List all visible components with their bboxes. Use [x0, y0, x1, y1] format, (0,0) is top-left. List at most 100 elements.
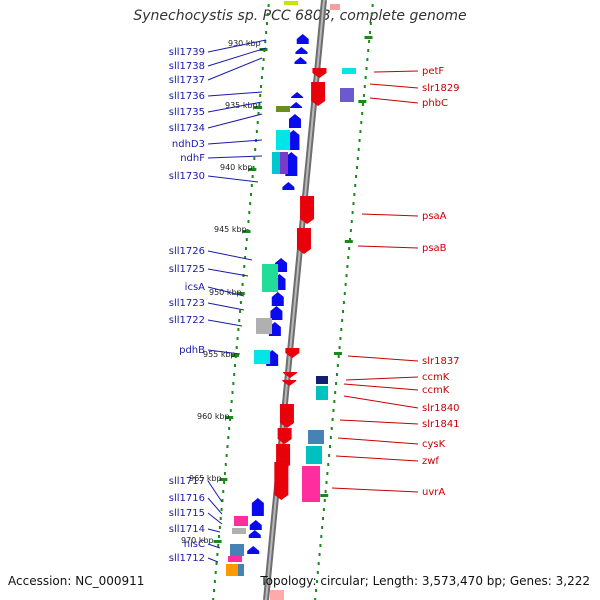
- gene-label-zwf[interactable]: zwf: [422, 456, 439, 467]
- tick-mark: [337, 355, 340, 358]
- gene-label-uvrA[interactable]: uvrA: [422, 487, 445, 498]
- label-leader-lines: [207, 39, 419, 563]
- gene-label-sll1716[interactable]: sll1716: [169, 493, 205, 504]
- gene-label-sll1714[interactable]: sll1714: [169, 524, 205, 535]
- gene-label-slr1837[interactable]: slr1837: [422, 356, 460, 367]
- tick-mark: [260, 76, 263, 79]
- gene-label-sll1735[interactable]: sll1735: [169, 107, 205, 118]
- gene-label-sll1738[interactable]: sll1738: [169, 61, 205, 72]
- gene-box-magenta: [302, 466, 320, 502]
- gene-label-sll1712[interactable]: sll1712: [169, 553, 205, 564]
- gene-label-sll1725[interactable]: sll1725: [169, 264, 205, 275]
- gene-box-pink: [330, 4, 340, 10]
- gene-label-sll1723[interactable]: sll1723: [169, 298, 205, 309]
- major-tick: [333, 352, 342, 355]
- gene-label-ccmK[interactable]: ccmK: [422, 385, 450, 396]
- gene-label-ndhD3[interactable]: ndhD3: [172, 139, 205, 150]
- leader-line: [207, 101, 263, 113]
- tick-mark: [340, 328, 343, 331]
- tick-mark: [241, 283, 244, 286]
- gene-arrow-forward: [311, 82, 326, 106]
- gene-label-sll1722[interactable]: sll1722: [169, 315, 205, 326]
- gene-label-sll1730[interactable]: sll1730: [169, 171, 205, 182]
- leader-line: [343, 383, 419, 391]
- tick-mark: [261, 67, 264, 70]
- left-gene-labels[interactable]: sll1739 sll1738 sll1737 sll1736 sll1735 sll17…: [169, 47, 205, 564]
- gene-label-sll1736[interactable]: sll1736: [169, 91, 205, 102]
- topology-text: Topology: circular; Length: 3,573,470 bp…: [260, 574, 590, 588]
- leader-line: [373, 70, 419, 73]
- gene-label-sll1717[interactable]: sll1717: [169, 476, 205, 487]
- tick-mark: [228, 427, 231, 430]
- tick-mark: [243, 265, 246, 268]
- tick-mark: [325, 481, 328, 484]
- gene-label-icsA[interactable]: icsA: [185, 282, 205, 293]
- gene-label-ccmK[interactable]: ccmK: [422, 372, 450, 383]
- tick-mark: [219, 517, 222, 520]
- gene-label-petF[interactable]: petF: [422, 66, 444, 77]
- gene-label-sll1737[interactable]: sll1737: [169, 75, 205, 86]
- tick-mark: [316, 571, 319, 574]
- tick-mark: [315, 580, 318, 583]
- gene-label-pdhB[interactable]: pdhB: [179, 345, 205, 356]
- gene-arrow-reverse: [249, 520, 262, 530]
- gene-box-teal: [272, 152, 280, 174]
- gene-label-phbC[interactable]: phbC: [422, 98, 448, 109]
- leader-line: [207, 47, 267, 67]
- major-tick: [364, 36, 373, 39]
- gene-label-psaB[interactable]: psaB: [422, 243, 447, 254]
- gene-label-sll1715[interactable]: sll1715: [169, 508, 205, 519]
- leader-line: [207, 286, 245, 297]
- gene-label-ndhF[interactable]: ndhF: [180, 153, 205, 164]
- tick-mark: [342, 301, 345, 304]
- major-tick: [259, 48, 268, 51]
- leader-line: [331, 487, 419, 493]
- tick-mark: [226, 445, 229, 448]
- leader-line: [361, 213, 419, 217]
- tick-mark: [230, 400, 233, 403]
- gene-label-sll1726[interactable]: sll1726: [169, 246, 205, 257]
- kbp-label: 960 kbp: [197, 412, 230, 421]
- tick-mark: [254, 148, 257, 151]
- gene-label-slr1829[interactable]: slr1829: [422, 83, 460, 94]
- gene-box-steel: [238, 564, 244, 576]
- tick-mark: [335, 373, 338, 376]
- tick-mark: [217, 544, 220, 547]
- gene-arrow-reverse: [294, 57, 307, 64]
- gene-label-hisC[interactable]: hisC: [184, 539, 205, 550]
- tick-mark: [237, 328, 240, 331]
- tick-mark: [259, 94, 262, 97]
- tick-mark: [229, 409, 232, 412]
- tick-mark: [251, 175, 254, 178]
- gene-arrow-reverse: [291, 92, 304, 98]
- tick-mark: [365, 67, 368, 70]
- tick-mark: [355, 175, 358, 178]
- major-tick: [236, 292, 245, 295]
- tick-mark: [345, 274, 348, 277]
- gene-box-olive: [276, 106, 290, 112]
- tick-mark: [222, 490, 225, 493]
- gene-label-sll1739[interactable]: sll1739: [169, 47, 205, 58]
- kbp-label: 945 kbp: [214, 225, 247, 234]
- gene-arrow-reverse: [251, 498, 264, 516]
- tick-mark: [328, 445, 331, 448]
- leader-line: [207, 175, 259, 183]
- right-gene-labels[interactable]: petF slr1829 phbC psaA psaB slr1837 ccmK ccmK sl…: [422, 66, 460, 498]
- tick-mark: [221, 499, 224, 502]
- gene-arrow-forward: [274, 462, 289, 500]
- tick-mark: [216, 553, 219, 556]
- tick-mark: [324, 490, 327, 493]
- gene-label-slr1841[interactable]: slr1841: [422, 419, 460, 430]
- gene-label-cysK[interactable]: cysK: [422, 439, 446, 450]
- gene-label-psaA[interactable]: psaA: [422, 211, 447, 222]
- tick-mark: [327, 463, 330, 466]
- major-tick: [213, 540, 222, 543]
- gene-label-sll1734[interactable]: sll1734: [169, 123, 205, 134]
- tick-mark: [215, 562, 218, 565]
- gene-arrow-forward: [283, 372, 298, 378]
- gene-label-slr1840[interactable]: slr1840: [422, 403, 460, 414]
- tick-mark: [227, 436, 230, 439]
- major-tick: [248, 168, 257, 171]
- tick-mark: [214, 571, 217, 574]
- major-tick: [254, 106, 263, 109]
